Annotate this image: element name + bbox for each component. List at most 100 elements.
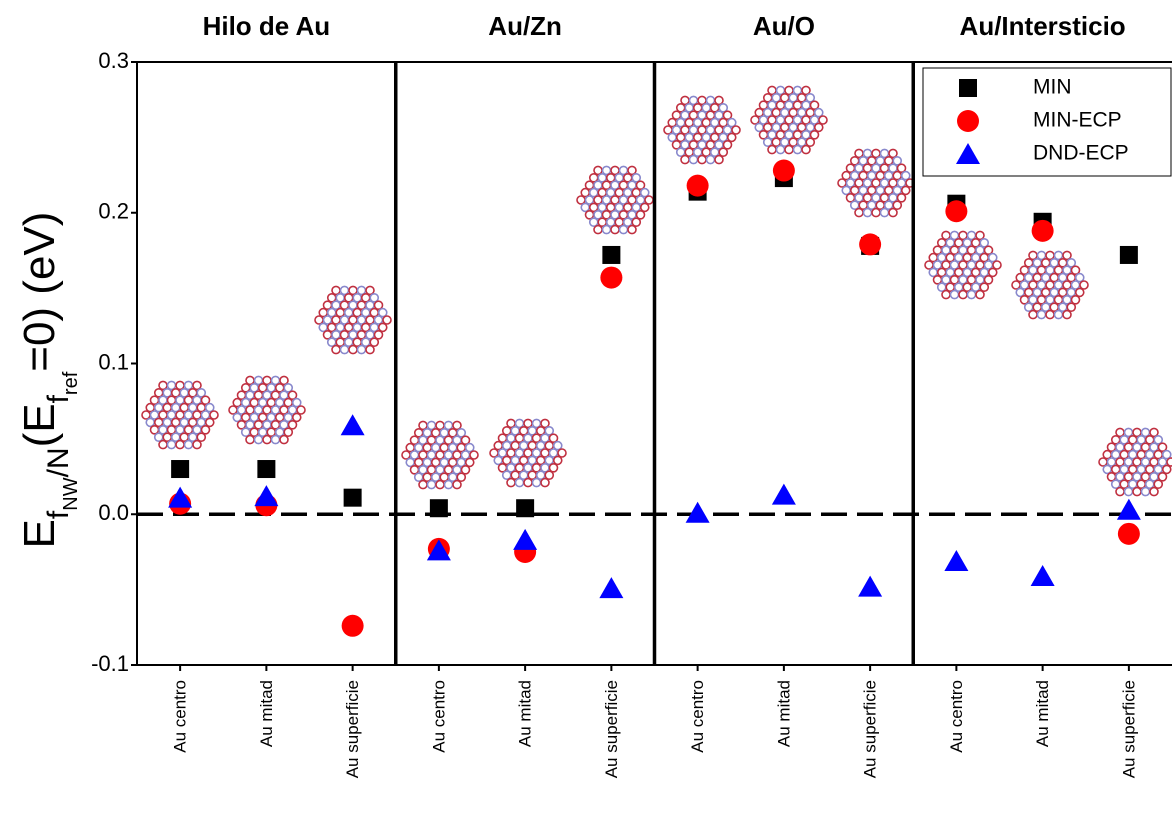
atom xyxy=(163,433,171,441)
atom xyxy=(768,116,776,124)
atom xyxy=(628,196,636,204)
atom xyxy=(715,96,723,104)
atom xyxy=(968,276,976,284)
atom xyxy=(611,166,619,174)
atom xyxy=(197,418,205,426)
atom xyxy=(1146,480,1154,488)
atom xyxy=(1125,488,1133,496)
atom xyxy=(707,126,715,134)
atom xyxy=(453,481,461,489)
atom xyxy=(1033,274,1041,282)
atom xyxy=(673,126,681,134)
atom xyxy=(1112,465,1120,473)
atom xyxy=(760,101,768,109)
atom xyxy=(594,211,602,219)
atom xyxy=(959,246,967,254)
atom xyxy=(1146,451,1154,459)
atom xyxy=(724,126,732,134)
atom xyxy=(719,104,727,112)
atom xyxy=(370,338,378,346)
atom xyxy=(1046,266,1054,274)
atom xyxy=(607,189,615,197)
atom xyxy=(411,451,419,459)
atom xyxy=(341,316,349,324)
atom xyxy=(176,396,184,404)
atom xyxy=(806,109,814,117)
atom xyxy=(375,316,383,324)
group-label: Hilo de Au xyxy=(203,11,331,41)
point xyxy=(599,577,623,598)
atom xyxy=(942,246,950,254)
atom xyxy=(415,473,423,481)
atom xyxy=(419,466,427,474)
atom xyxy=(607,174,615,182)
atom xyxy=(1063,251,1071,259)
atom xyxy=(332,331,340,339)
x-tick-label: Au superficie xyxy=(343,680,362,778)
atom xyxy=(1146,436,1154,444)
atom xyxy=(1038,311,1046,319)
atom xyxy=(1129,480,1137,488)
atom xyxy=(423,444,431,452)
atom xyxy=(272,406,280,414)
atom xyxy=(1029,311,1037,319)
atom xyxy=(777,101,785,109)
atom xyxy=(798,94,806,102)
atom xyxy=(259,413,267,421)
atom xyxy=(802,86,810,94)
atom xyxy=(507,434,515,442)
atom xyxy=(632,218,640,226)
atom xyxy=(428,436,436,444)
atom xyxy=(1125,473,1133,481)
atom xyxy=(272,391,280,399)
atom xyxy=(520,471,528,479)
atom xyxy=(946,239,954,247)
atom xyxy=(1025,288,1033,296)
atom xyxy=(1103,465,1111,473)
atom xyxy=(328,323,336,331)
atom xyxy=(545,471,553,479)
atom xyxy=(586,181,594,189)
atom xyxy=(358,346,366,354)
atom xyxy=(419,451,427,459)
atom xyxy=(698,111,706,119)
point xyxy=(342,615,364,637)
atom xyxy=(624,203,632,211)
atom xyxy=(1125,443,1133,451)
atom xyxy=(590,174,598,182)
point xyxy=(686,502,710,523)
atom xyxy=(193,441,201,449)
atom xyxy=(1067,274,1075,282)
atom xyxy=(603,211,611,219)
atom xyxy=(250,399,258,407)
atom xyxy=(902,186,910,194)
atom xyxy=(259,428,267,436)
atom xyxy=(673,141,681,149)
atom xyxy=(259,399,267,407)
atom xyxy=(942,276,950,284)
atom xyxy=(685,119,693,127)
chart: EfNW/N(Efref=0) (eV) -0.10.00.10.20.3Hil… xyxy=(0,0,1172,825)
atom xyxy=(550,464,558,472)
atom xyxy=(503,471,511,479)
point xyxy=(957,110,979,132)
atom xyxy=(432,429,440,437)
atom xyxy=(864,194,872,202)
atom xyxy=(1050,259,1058,267)
atom xyxy=(233,399,241,407)
atom xyxy=(1154,436,1162,444)
atom xyxy=(406,458,414,466)
atom xyxy=(238,391,246,399)
atom xyxy=(440,429,448,437)
x-tick-label: Au mitad xyxy=(1033,680,1052,747)
atom xyxy=(615,174,623,182)
atom xyxy=(968,261,976,269)
atom xyxy=(151,411,159,419)
atom xyxy=(938,239,946,247)
atom xyxy=(694,104,702,112)
atom xyxy=(453,436,461,444)
atom xyxy=(959,231,967,239)
atom xyxy=(503,456,511,464)
atom xyxy=(432,458,440,466)
atom xyxy=(1021,296,1029,304)
